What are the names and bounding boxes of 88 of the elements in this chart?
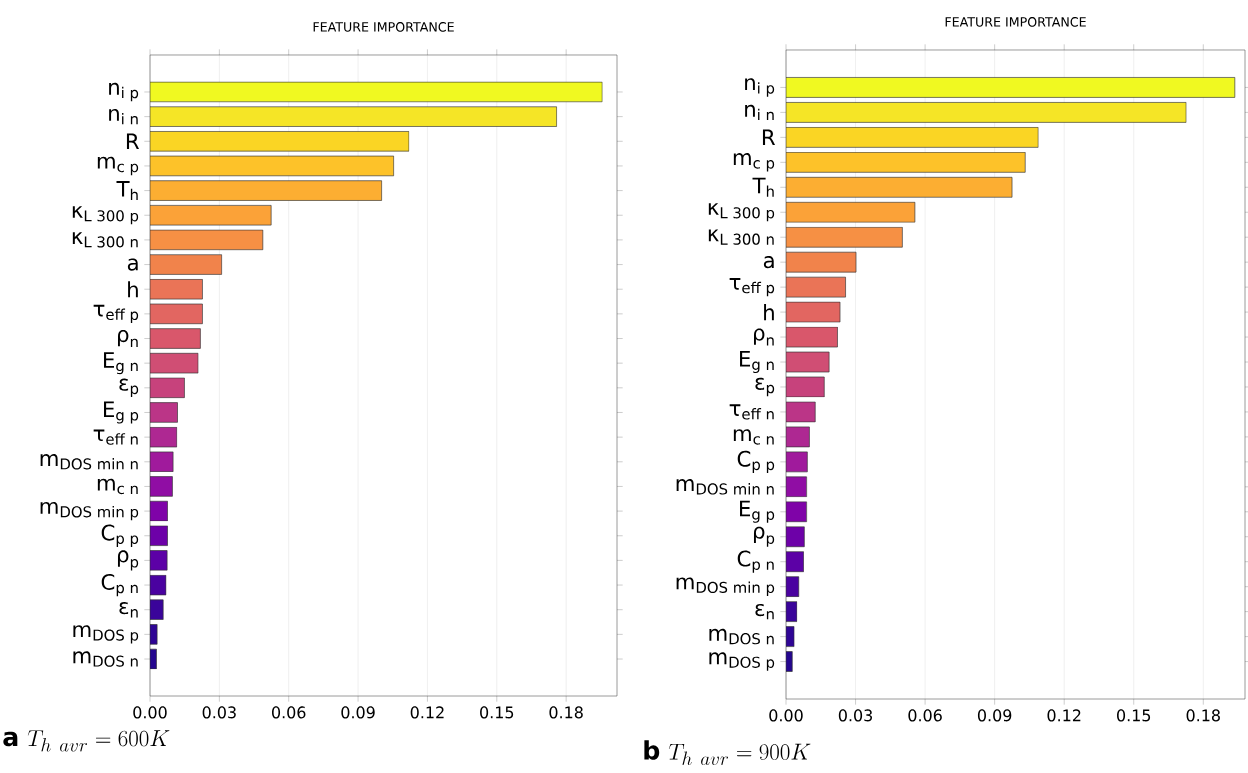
y-tick-label: $\text{ρ}_{\text{p}}$ [753, 526, 775, 547]
y-tick-label: $\text{m}_{\text{c n}}$ [97, 478, 138, 495]
bar [786, 576, 800, 597]
y-tick-label: $\text{C}_{\text{p p}}$ [737, 450, 775, 474]
x-tick-label: 0.12 [410, 706, 444, 719]
y-tick-label: $\text{h}$ [764, 304, 774, 321]
y-tick-label: $\text{a}$ [127, 258, 138, 271]
y-tick-label: $\text{τ}_{\text{eff p}}$ [93, 304, 139, 323]
bar [150, 377, 185, 399]
bar [150, 500, 168, 522]
y-tick-label: $\text{h}$ [128, 281, 138, 298]
bar [786, 326, 838, 348]
y-tick-label: $\text{n}_{\text{i n}}$ [745, 104, 774, 121]
y-tick-label: $\text{ρ}_{\text{p}}$ [117, 550, 139, 571]
bar [150, 574, 167, 596]
bar [786, 651, 793, 672]
y-tick-label: $\text{ε}_{\text{p}}$ [119, 378, 139, 398]
x-tick-label: 0.18 [1186, 709, 1220, 722]
bar [150, 599, 164, 620]
x-tick-label: 0.00 [769, 709, 803, 722]
bar [150, 426, 178, 448]
y-tick-label: $\text{κ}_{\text{L 300 n}}$ [72, 232, 138, 248]
y-tick-label: $\text{m}_{\text{DOS min n}}$ [676, 479, 774, 495]
x-tick-label: 0.15 [480, 706, 514, 719]
bar [786, 301, 841, 323]
y-tick-label: $\text{T}_{\text{h}}$ [752, 177, 774, 197]
y-tick-label: $\text{m}_{\text{DOS n}}$ [709, 628, 774, 645]
y-tick-label: $\text{E}_{\text{g p}}$ [740, 500, 775, 523]
y-tick-label: $\text{m}_{\text{DOS min p}}$ [40, 501, 139, 521]
x-tick-label: 0.00 [133, 706, 167, 719]
bar [150, 476, 173, 497]
y-tick-label: $\text{a}$ [763, 256, 774, 269]
y-tick-label: $\text{κ}_{\text{L 300 p}}$ [708, 203, 775, 222]
x-tick-label: 0.03 [202, 706, 236, 719]
chart-title: FEATURE IMPORTANCE [945, 17, 1086, 27]
bar [786, 401, 816, 423]
bar [150, 328, 201, 349]
y-tick-label: $\text{τ}_{\text{eff n}}$ [729, 404, 774, 420]
bar [786, 376, 825, 398]
x-tick-label: 0.12 [1047, 709, 1081, 722]
y-tick-label: $\text{m}_{\text{c n}}$ [733, 429, 774, 445]
bar [786, 201, 916, 223]
bar [150, 180, 382, 201]
y-tick-label: $\text{ε}_{\text{p}}$ [755, 377, 775, 397]
bar [150, 550, 168, 571]
y-tick-label: $\text{ρ}_{\text{n}}$ [754, 328, 774, 346]
y-tick-label: $\text{n}_{\text{i p}}$ [109, 82, 139, 102]
y-tick-label: $\text{m}_{\text{DOS n}}$ [73, 651, 138, 667]
y-tick-label: $\text{τ}_{\text{eff n}}$ [93, 429, 138, 445]
text: $\mathbf{a}\ T_{h\ avr} = 600K$ [3, 730, 170, 752]
bar [150, 229, 264, 251]
x-tick-label: 0.06 [272, 706, 306, 719]
y-tick-label: $\text{n}_{\text{i p}}$ [745, 78, 775, 97]
y-tick-label: $\text{ε}_{\text{n}}$ [119, 602, 138, 618]
y-tick-label: $\text{R}$ [762, 129, 776, 146]
bar [150, 131, 410, 152]
y-tick-label: $\text{m}_{\text{DOS p}}$ [73, 625, 139, 644]
y-tick-label: $\text{E}_{\text{g p}}$ [104, 401, 139, 424]
y-tick-label: $\text{n}_{\text{i n}}$ [109, 108, 138, 125]
x-tick-label: 0.09 [977, 709, 1012, 722]
y-tick-label: $\text{ε}_{\text{n}}$ [755, 603, 774, 620]
y-tick-label: $\text{C}_{\text{p n}}$ [101, 573, 138, 597]
bar [150, 81, 603, 103]
chart-title: FEATURE IMPORTANCE [313, 22, 454, 32]
y-tick-label: $\text{E}_{\text{g n}}$ [740, 350, 774, 374]
text: $\mathbf{b}\ T_{h\ avr} = 900K$ [644, 740, 811, 766]
y-tick-label: $\text{m}_{\text{DOS p}}$ [709, 652, 775, 671]
x-tick-label: 0.06 [908, 709, 942, 722]
x-tick-label: 0.09 [341, 706, 375, 719]
y-tick-label: $\text{C}_{\text{p n}}$ [737, 550, 774, 573]
x-tick-label: 0.03 [838, 709, 873, 722]
x-tick-label: 0.18 [549, 706, 583, 719]
y-tick-label: $\text{κ}_{\text{L 300 n}}$ [708, 229, 774, 245]
y-tick-label: $\text{R}$ [126, 133, 140, 150]
y-tick-label: $\text{E}_{\text{g n}}$ [104, 352, 138, 375]
bar [150, 525, 168, 546]
y-tick-label: $\text{T}_{\text{h}}$ [116, 181, 138, 201]
y-tick-label: $\text{m}_{\text{DOS min p}}$ [676, 577, 775, 596]
y-tick-label: $\text{m}_{\text{DOS min n}}$ [40, 454, 138, 470]
y-tick-label: $\text{τ}_{\text{eff p}}$ [729, 278, 775, 297]
y-tick-label: $\text{m}_{\text{c p}}$ [733, 153, 775, 172]
y-tick-label: $\text{κ}_{\text{L 300 p}}$ [72, 206, 139, 225]
y-tick-label: $\text{ρ}_{\text{n}}$ [117, 330, 138, 348]
y-tick-label: $\text{C}_{\text{p p}}$ [101, 524, 139, 547]
bar [150, 648, 157, 670]
y-tick-label: $\text{m}_{\text{c p}}$ [97, 156, 139, 176]
x-tick-label: 0.15 [1117, 709, 1151, 722]
bar [786, 127, 1039, 148]
